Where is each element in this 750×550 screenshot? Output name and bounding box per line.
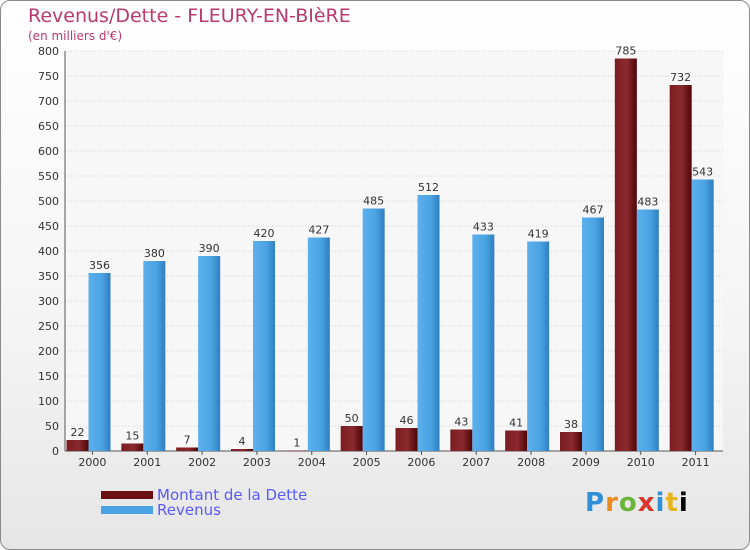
bar-debt (66, 440, 89, 451)
value-label-revenus: 380 (144, 247, 165, 260)
y-tick-label: 300 (38, 295, 59, 308)
bar-revenus (691, 179, 714, 451)
logo-letter: o (618, 488, 638, 518)
y-tick-label: 600 (38, 145, 59, 158)
logo-letter: i (678, 488, 689, 518)
bar-revenus (362, 208, 385, 451)
proxiti-logo: Proxiti (585, 488, 689, 518)
bar-debt (669, 85, 692, 451)
y-tick-label: 550 (38, 170, 59, 183)
x-tick-label: 2004 (298, 456, 326, 469)
bar-debt (614, 58, 637, 451)
y-tick-label: 750 (38, 70, 59, 83)
y-tick-label: 200 (38, 345, 59, 358)
x-tick-label: 2001 (133, 456, 161, 469)
bar-debt (450, 429, 473, 451)
value-label-debt: 46 (400, 414, 414, 427)
y-tick-label: 800 (38, 45, 59, 58)
bar-revenus (88, 273, 111, 451)
bar-debt (231, 449, 253, 451)
value-label-debt: 38 (564, 418, 578, 431)
value-label-revenus: 467 (583, 204, 604, 217)
bar-debt (395, 428, 418, 451)
value-label-debt: 15 (125, 430, 139, 443)
bar-revenus (417, 195, 440, 451)
legend-swatch-debt (101, 491, 153, 499)
y-tick-label: 350 (38, 270, 59, 283)
value-label-debt: 50 (345, 412, 359, 425)
value-label-revenus: 419 (528, 228, 549, 241)
y-tick-label: 400 (38, 245, 59, 258)
bar-revenus (582, 217, 604, 451)
value-label-debt: 22 (71, 426, 85, 439)
x-tick-label: 2009 (572, 456, 600, 469)
value-label-debt: 7 (184, 434, 191, 447)
bar-debt (121, 443, 144, 451)
value-label-revenus: 420 (254, 227, 275, 240)
logo-letter: x (637, 488, 656, 518)
y-tick-label: 500 (38, 195, 59, 208)
y-tick-label: 450 (38, 220, 59, 233)
bar-revenus (253, 241, 275, 451)
bar-revenus (307, 237, 330, 451)
value-label-revenus: 485 (363, 195, 384, 208)
value-label-revenus: 433 (473, 221, 494, 234)
y-tick-label: 100 (38, 395, 59, 408)
x-tick-label: 2010 (627, 456, 655, 469)
bar-revenus (527, 241, 550, 451)
value-label-revenus: 512 (418, 181, 439, 194)
logo-letter: i (655, 488, 666, 518)
x-tick-label: 2005 (353, 456, 381, 469)
legend-label-debt: Montant de la Dette (157, 486, 308, 504)
value-label-revenus: 390 (199, 242, 220, 255)
value-label-debt: 43 (454, 416, 468, 429)
x-tick-label: 2003 (243, 456, 271, 469)
x-tick-label: 2006 (407, 456, 435, 469)
y-tick-label: 650 (38, 120, 59, 133)
chart-subtitle: (en milliers d'€) (28, 29, 123, 43)
legend-swatch-revenus (101, 506, 153, 514)
value-label-revenus: 483 (637, 196, 658, 209)
y-tick-label: 0 (52, 445, 59, 458)
x-tick-label: 2011 (682, 456, 710, 469)
x-tick-label: 2000 (78, 456, 106, 469)
value-label-debt: 41 (509, 417, 523, 430)
value-label-revenus: 543 (692, 166, 713, 179)
logo-letter: r (605, 488, 619, 518)
y-tick-label: 250 (38, 320, 59, 333)
bar-revenus (636, 209, 659, 451)
value-label-debt: 4 (239, 435, 246, 448)
value-label-debt: 785 (615, 45, 636, 58)
y-tick-label: 50 (45, 420, 59, 433)
x-tick-label: 2007 (462, 456, 490, 469)
y-tick-label: 150 (38, 370, 59, 383)
bar-revenus (143, 261, 166, 451)
value-label-debt: 732 (670, 71, 691, 84)
bar-debt (340, 426, 363, 451)
x-tick-label: 2002 (188, 456, 216, 469)
bar-revenus (472, 234, 495, 451)
y-tick-label: 700 (38, 95, 59, 108)
logo-letter: t (665, 488, 679, 518)
value-label-revenus: 356 (89, 259, 110, 272)
x-tick-label: 2008 (517, 456, 545, 469)
value-label-debt: 1 (293, 437, 300, 450)
bar-debt (560, 432, 582, 451)
chart-title: Revenus/Dette - FLEURY-EN-BIèRE (28, 5, 351, 27)
labels-layer: 0501001502002503003504004505005506006507… (38, 45, 713, 470)
bar-debt (176, 447, 199, 451)
bars-layer (66, 58, 714, 451)
plot-area (65, 51, 723, 451)
bar-revenus (198, 256, 221, 451)
bar-debt (285, 450, 308, 451)
legend-label-revenus: Revenus (157, 501, 221, 519)
logo-letter: P (585, 488, 606, 518)
grid-layer (64, 50, 723, 455)
value-label-revenus: 427 (308, 224, 329, 237)
bar-debt (505, 430, 528, 451)
